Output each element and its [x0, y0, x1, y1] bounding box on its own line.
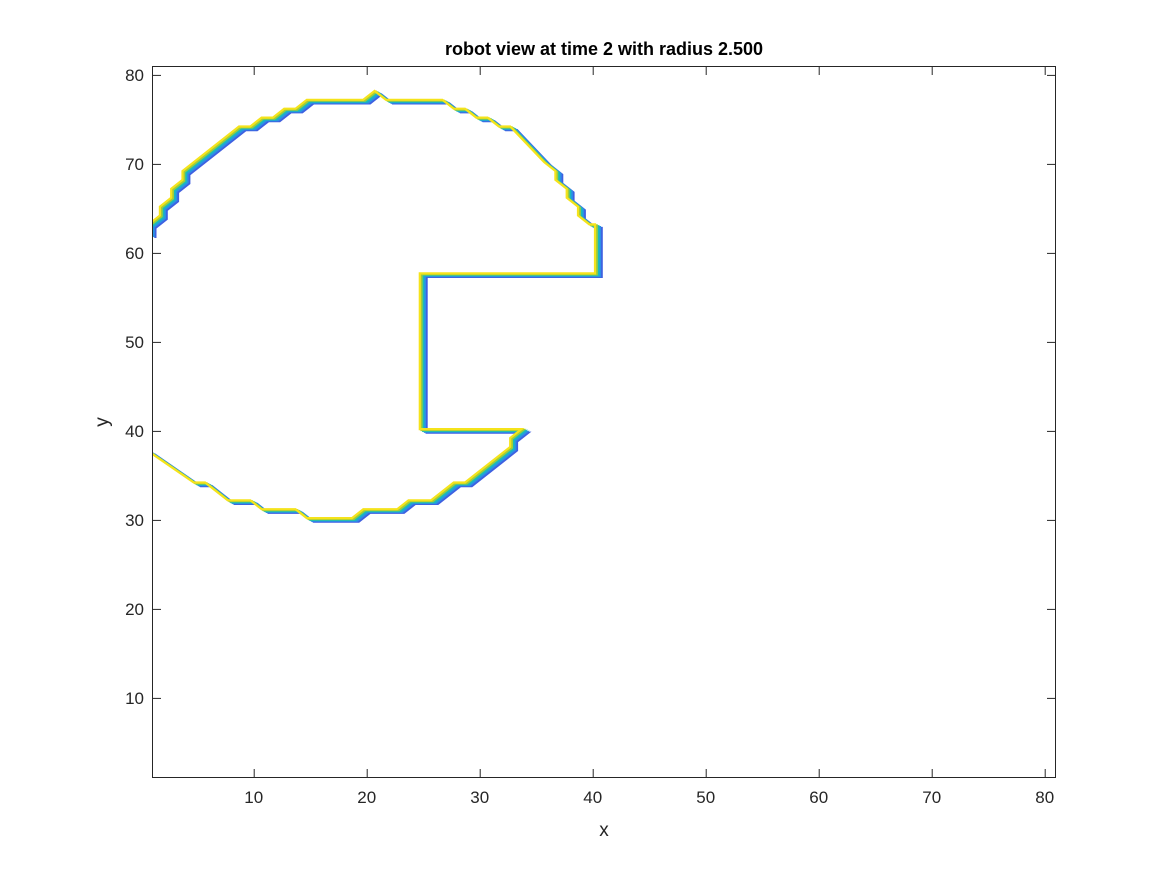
tick-labels: 10 20 30 40 50 60 70 80 10 20 30 40 50 60 70 80 — [125, 66, 1054, 807]
x-tick-label-40: 40 — [583, 788, 602, 807]
axes-box — [152, 66, 1056, 778]
contour-line-5 — [152, 89, 597, 520]
chart-title: robot view at time 2 with radius 2.500 — [445, 39, 763, 59]
y-tick-label-30: 30 — [125, 511, 144, 530]
plot-area-background — [152, 66, 1056, 778]
tick-marks — [152, 66, 1056, 778]
x-tick-label-70: 70 — [922, 788, 941, 807]
x-tick-label-10: 10 — [244, 788, 263, 807]
x-tick-label-80: 80 — [1035, 788, 1054, 807]
y-tick-label-40: 40 — [125, 422, 144, 441]
x-tick-label-60: 60 — [809, 788, 828, 807]
x-axis-label: x — [599, 820, 609, 841]
x-tick-label-20: 20 — [357, 788, 376, 807]
y-tick-label-50: 50 — [125, 333, 144, 352]
y-axis-label: y — [92, 417, 113, 427]
y-tick-label-70: 70 — [125, 155, 144, 174]
y-tick-label-80: 80 — [125, 66, 144, 85]
x-tick-label-50: 50 — [696, 788, 715, 807]
plot-content — [152, 89, 603, 523]
y-tick-label-20: 20 — [125, 600, 144, 619]
y-tick-label-60: 60 — [125, 244, 144, 263]
x-tick-label-30: 30 — [470, 788, 489, 807]
y-tick-label-10: 10 — [125, 689, 144, 708]
